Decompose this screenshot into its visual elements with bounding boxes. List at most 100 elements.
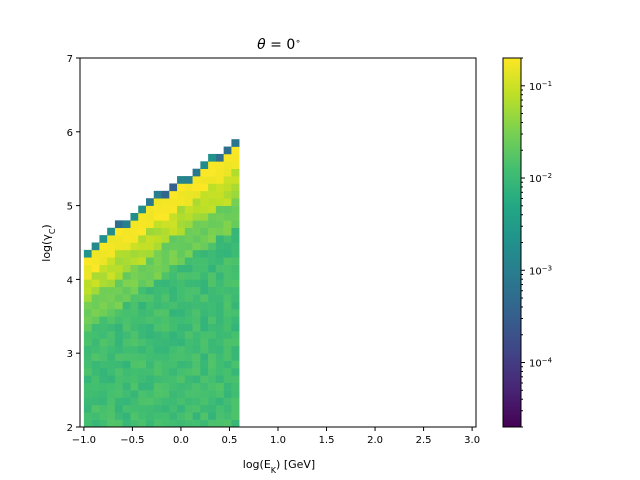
heatmap-cell <box>192 308 201 317</box>
heatmap-cell <box>200 345 209 354</box>
heatmap-cell <box>223 360 232 369</box>
heatmap-cell <box>83 301 92 310</box>
heatmap-cell <box>161 390 170 398</box>
heatmap-cell <box>200 397 209 406</box>
heatmap-cell <box>122 235 131 243</box>
heatmap-cell <box>130 212 139 221</box>
heatmap-cell <box>130 272 139 280</box>
heatmap-cell <box>91 397 100 406</box>
heatmap-cell <box>107 331 116 339</box>
heatmap-cell <box>208 249 217 258</box>
heatmap-cell <box>169 272 178 280</box>
heatmap-cell <box>208 308 217 317</box>
heatmap-cell <box>138 331 147 339</box>
heatmap-cell <box>114 316 124 324</box>
heatmap-cell <box>177 419 186 428</box>
heatmap-cell <box>192 176 201 184</box>
heatmap-cell <box>130 331 139 339</box>
heatmap-cell <box>122 264 131 273</box>
heatmap-cell <box>231 242 240 251</box>
heatmap-cell <box>223 249 232 258</box>
heatmap-cell <box>223 205 232 214</box>
heatmap-cell <box>177 294 186 302</box>
heatmap-cell <box>153 353 162 361</box>
heatmap-cell <box>215 331 224 339</box>
heatmap-cell <box>146 375 155 384</box>
heatmap-cell <box>153 220 162 229</box>
heatmap-cell <box>153 382 162 391</box>
heatmap-cell <box>192 205 201 214</box>
heatmap-cell <box>91 331 100 339</box>
heatmap-cell <box>223 161 232 169</box>
heatmap-cell <box>200 286 209 295</box>
heatmap-cell <box>153 272 162 280</box>
heatmap-cell <box>130 375 139 384</box>
heatmap-cell <box>114 242 124 251</box>
heatmap-cell <box>208 294 217 302</box>
heatmap-cell <box>192 412 201 420</box>
heatmap-cell <box>161 308 170 317</box>
heatmap-cell <box>231 161 240 169</box>
heatmap-cell <box>223 146 232 155</box>
heatmap-cell <box>122 279 131 288</box>
heatmap-cell <box>177 183 186 192</box>
heatmap-cell <box>83 316 92 324</box>
heatmap-cell <box>122 220 131 229</box>
chart-title: θ = 0∘ <box>257 37 301 53</box>
heatmap-cell <box>184 375 193 384</box>
heatmap-cell <box>231 176 240 184</box>
heatmap-cell <box>130 397 139 406</box>
heatmap-cell <box>192 198 201 206</box>
x-tick-label: 3.0 <box>464 435 480 446</box>
heatmap-cell <box>122 331 131 339</box>
heatmap-cell <box>208 168 217 177</box>
heatmap-cell <box>223 227 232 236</box>
heatmap-cell <box>114 286 124 295</box>
heatmap-cell <box>200 404 209 413</box>
heatmap-cell <box>138 242 147 251</box>
heatmap-cell <box>99 345 108 354</box>
heatmap-cell <box>177 257 186 265</box>
heatmap-cell <box>138 323 147 332</box>
heatmap-cell <box>223 176 232 184</box>
heatmap-cell <box>184 360 193 369</box>
heatmap-cell <box>153 323 162 332</box>
x-tick-label: −1.0 <box>72 435 96 446</box>
heatmap-cell <box>122 301 131 310</box>
heatmap-cell <box>83 345 92 354</box>
heatmap-cell <box>83 397 92 406</box>
heatmap-cell <box>231 235 240 243</box>
heatmap-cell <box>177 308 186 317</box>
heatmap-cell <box>146 272 155 280</box>
heatmap-cell <box>146 286 155 295</box>
heatmap-cell <box>200 168 209 177</box>
heatmap-cell <box>146 220 155 229</box>
heatmap-cell <box>231 139 240 147</box>
heatmap-cell <box>122 338 131 347</box>
heatmap-cell <box>192 279 201 288</box>
heatmap-cell <box>208 375 217 384</box>
heatmap-cell <box>215 272 224 280</box>
heatmap-cell <box>169 412 178 420</box>
heatmap-cell <box>223 353 232 361</box>
heatmap-cell <box>177 382 186 391</box>
heatmap-cell <box>122 367 131 376</box>
heatmap-cell <box>169 235 178 243</box>
colorbar-ticks: 10−1 10−2 10−3 10−4 <box>521 57 553 428</box>
heatmap-cell <box>122 345 131 354</box>
heatmap-cell <box>192 338 201 347</box>
heatmap-cell <box>107 301 116 310</box>
heatmap-cell <box>91 301 100 310</box>
heatmap-cell <box>130 412 139 420</box>
heatmap-cell <box>169 375 178 384</box>
heatmap-cell <box>122 419 131 428</box>
heatmap-cell <box>161 205 170 214</box>
heatmap-cell <box>114 345 124 354</box>
heatmap-cell <box>138 412 147 420</box>
heatmap-cell <box>83 272 92 280</box>
heatmap-cell <box>169 338 178 347</box>
heatmap-cell <box>177 220 186 229</box>
heatmap-cell <box>99 412 108 420</box>
heatmap-cell <box>208 367 217 376</box>
heatmap-cell <box>200 264 209 273</box>
